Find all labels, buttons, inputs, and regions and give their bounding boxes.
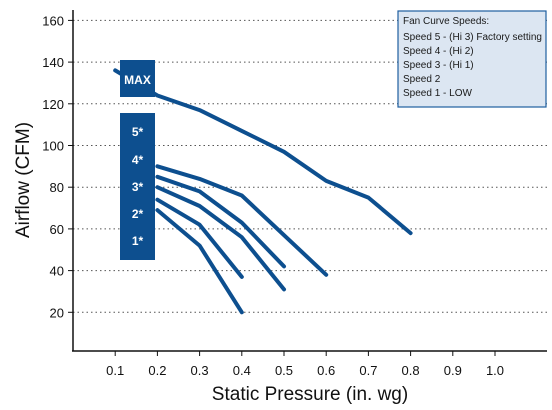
series-line-4: [155, 174, 286, 269]
series-line-3: [155, 185, 286, 292]
y-tick-label: 140: [42, 55, 64, 70]
legend-item: Speed 4 - (Hi 2): [403, 46, 474, 57]
y-tick-label: 20: [50, 305, 64, 320]
speed-label-max: MAX: [124, 73, 151, 87]
x-tick-label: 0.5: [275, 363, 293, 378]
y-tick-label: 160: [42, 13, 64, 28]
y-tick-label: 60: [50, 222, 64, 237]
series-line-1: [155, 208, 244, 315]
max-label-box: [120, 60, 155, 97]
speed-label-1: 1*: [132, 234, 144, 248]
speed-label-box: MAX 5* 4* 3* 2* 1*: [120, 60, 155, 260]
x-axis-title: Static Pressure (in. wg): [212, 384, 408, 405]
legend-item: Speed 2: [403, 74, 441, 85]
x-tick-label: 1.0: [486, 363, 504, 378]
speed-label-4: 4*: [132, 153, 144, 167]
legend-title: Fan Curve Speeds:: [403, 16, 489, 27]
y-tick-label: 100: [42, 139, 64, 154]
y-tick-label: 80: [50, 180, 64, 195]
series-line-2: [155, 197, 244, 279]
x-tick-label: 0.9: [444, 363, 462, 378]
y-tick-labels: 20 40 60 80 100 120 140 160: [42, 13, 64, 320]
x-tick-label: 0.7: [359, 363, 377, 378]
legend-item: Speed 3 - (Hi 1): [403, 60, 474, 71]
series-line-5: [155, 164, 329, 277]
legend: Fan Curve Speeds: Speed 5 - (Hi 3) Facto…: [397, 10, 547, 108]
y-tick-label: 120: [42, 97, 64, 112]
x-tick-label: 0.1: [106, 363, 124, 378]
x-tick-label: 0.3: [191, 363, 209, 378]
grid-lines: [68, 19, 547, 313]
x-tick-label: 0.4: [233, 363, 251, 378]
x-tick-label: 0.2: [148, 363, 166, 378]
y-axis-title: Airflow (CFM): [13, 122, 34, 238]
x-tick-label: 0.8: [402, 363, 420, 378]
x-tick-label: 0.6: [317, 363, 335, 378]
y-tick-label: 40: [50, 264, 64, 279]
legend-box: [397, 10, 547, 108]
speed-label-3: 3*: [132, 180, 144, 194]
x-tick-labels: 0.1 0.2 0.3 0.4 0.5 0.6 0.7 0.8 0.9 1.0: [106, 351, 504, 378]
speed-label-5: 5*: [132, 125, 144, 139]
axes: [72, 10, 547, 352]
series-lines: [113, 68, 413, 315]
legend-item: Speed 5 - (Hi 3) Factory setting: [403, 32, 542, 43]
legend-item: Speed 1 - LOW: [403, 88, 472, 99]
speed-numbers-box: [120, 113, 155, 260]
speed-label-2: 2*: [132, 207, 144, 221]
series-line-max: [113, 68, 413, 236]
